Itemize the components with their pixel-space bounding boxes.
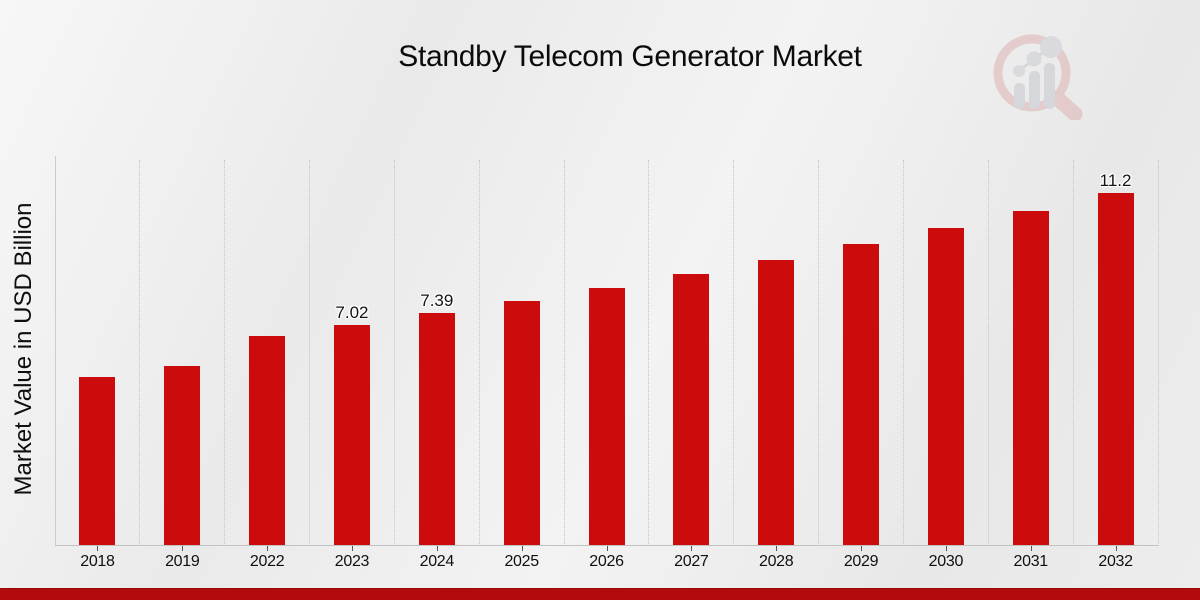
chart-title: Standby Telecom Generator Market (398, 40, 862, 73)
y-axis-title: Market Value in USD Billion (10, 202, 37, 496)
x-label-2031: 2031 (1013, 553, 1049, 570)
gridline (393, 160, 395, 546)
x-axis-line (55, 545, 1158, 546)
gridline (309, 160, 311, 546)
gridline (987, 160, 989, 546)
logo-bar-large-icon (1044, 63, 1055, 109)
logo-dot-2-icon (1026, 51, 1042, 67)
x-label-2026: 2026 (589, 553, 624, 570)
x-label-2030: 2030 (928, 553, 964, 570)
gridline (648, 160, 650, 546)
bar-value-label-2024: 7.39 (420, 291, 454, 310)
x-tick (436, 546, 438, 551)
x-label-2019: 2019 (165, 553, 200, 570)
gridline (1072, 160, 1074, 546)
brand-logo-watermark (993, 34, 1083, 120)
gridline (733, 160, 735, 546)
bottom-accent-bar (0, 588, 1200, 600)
bar-2032 (1097, 193, 1134, 546)
bar-2029 (843, 244, 880, 546)
x-label-2029: 2029 (843, 553, 879, 570)
logo-bar-medium-icon (1029, 71, 1040, 109)
x-tick (861, 546, 863, 551)
gridline (139, 160, 141, 546)
bar-2026 (588, 288, 625, 546)
x-tick (1030, 546, 1032, 551)
x-label-2024: 2024 (419, 553, 455, 570)
gridline (902, 160, 904, 546)
x-tick (691, 546, 693, 551)
magnifier-handle-icon (1049, 90, 1083, 120)
x-label-2018: 2018 (80, 553, 115, 570)
bar-2028 (758, 260, 795, 546)
x-tick (945, 546, 947, 551)
x-tick (97, 546, 99, 551)
bar-2024 (418, 313, 455, 546)
x-label-2028: 2028 (758, 553, 794, 570)
x-tick (267, 546, 269, 551)
gridline (224, 160, 226, 546)
bar-2023 (333, 325, 370, 546)
x-label-2027: 2027 (674, 553, 709, 570)
x-tick (1115, 546, 1117, 551)
logo-dot-3-icon (1040, 36, 1062, 58)
x-label-2023: 2023 (334, 553, 370, 570)
gridline (478, 160, 480, 546)
logo-dot-1-icon (1013, 65, 1025, 77)
gridline (818, 160, 820, 546)
bar-2019 (164, 366, 201, 546)
x-tick (351, 546, 353, 551)
bar-2027 (673, 274, 710, 546)
bar-2018 (79, 377, 116, 546)
x-tick (182, 546, 184, 551)
x-label-2032: 2032 (1098, 553, 1133, 570)
bar-2031 (1012, 211, 1049, 546)
plot-area: 7.02 7.39 11.2 2018 2019 2022 2023 2024 2025 202… (55, 156, 1159, 570)
bar-2022 (249, 336, 286, 546)
x-label-2022: 2022 (249, 553, 285, 570)
x-label-2025: 2025 (504, 553, 539, 570)
bar-2025 (503, 301, 540, 546)
x-tick (606, 546, 608, 551)
bar-value-label-2032: 11.2 (1099, 171, 1132, 190)
gridline (1157, 160, 1159, 546)
x-tick (521, 546, 523, 551)
bar-value-label-2023: 7.02 (335, 303, 369, 322)
bar-2030 (927, 228, 964, 546)
y-axis-line (55, 156, 56, 546)
x-tick (776, 546, 778, 551)
gridline (563, 160, 565, 546)
logo-bar-small-icon (1014, 83, 1025, 109)
